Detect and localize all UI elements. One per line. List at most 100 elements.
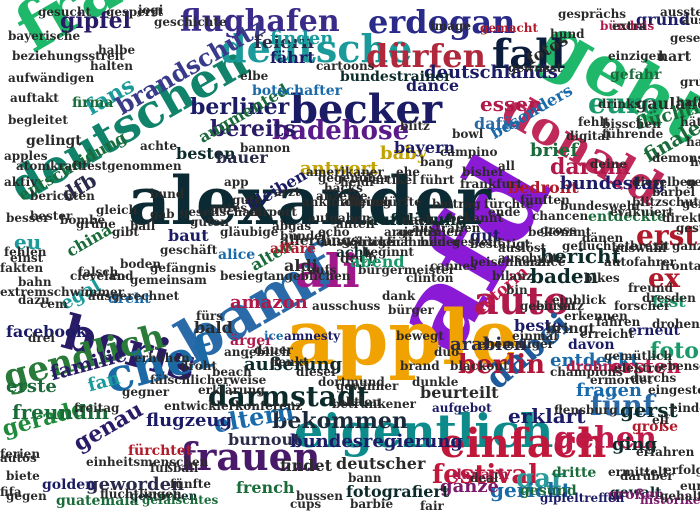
cloud-word: ehe: [396, 165, 420, 179]
cloud-word: heim: [690, 155, 700, 169]
cloud-word: duo: [434, 345, 460, 359]
cloud-word: extremschwimmer: [0, 285, 125, 299]
cloud-word: begleitet: [8, 113, 68, 127]
cloud-word: brand: [400, 359, 440, 373]
cloud-word: gegenüber: [318, 171, 390, 185]
cloud-word: ersten: [610, 354, 682, 378]
cloud-word: ebenso: [660, 359, 700, 373]
cloud-word: baden: [530, 264, 599, 288]
cloud-word: fünf: [590, 389, 655, 422]
cloud-word: bombe: [60, 213, 106, 227]
cloud-word: bundeswehr: [560, 199, 642, 213]
cloud-word: aufnahmen: [370, 235, 446, 249]
cloud-word: dürfte: [380, 195, 422, 209]
cloud-word: autofahrer: [604, 255, 676, 269]
cloud-word: hätten: [680, 115, 700, 129]
cloud-word: deutscher: [336, 454, 426, 473]
cloud-word: davon: [568, 337, 615, 353]
cloud-word: deutschlands: [424, 62, 558, 83]
cloud-word: affäre: [270, 241, 316, 257]
cloud-word: berliner: [190, 94, 290, 120]
cloud-word: aldi: [284, 256, 318, 275]
cloud-word: bann: [348, 471, 382, 485]
cloud-word: hart: [658, 49, 692, 65]
cloud-word: auschwitz: [498, 251, 565, 265]
cloud-word: hund: [550, 27, 585, 41]
cloud-word: elf: [652, 413, 670, 427]
cloud-word: fälschlicherweise: [150, 373, 267, 387]
cloud-word: führende: [602, 127, 664, 141]
cloud-word: bund: [150, 187, 185, 201]
cloud-word: gestorben: [130, 489, 198, 503]
cloud-word: ende: [488, 205, 521, 219]
cloud-word: bester: [30, 209, 73, 223]
cloud-word: gläubige: [220, 225, 279, 239]
cloud-word: deutsche: [220, 26, 413, 71]
cloud-word: flughafen: [180, 4, 340, 39]
cloud-word: fürchtet: [128, 443, 193, 459]
cloud-word: bündnis: [600, 19, 655, 33]
cloud-word: arzt: [274, 185, 301, 199]
cloud-word: dreht: [108, 291, 151, 307]
cloud-word: australien: [412, 221, 481, 235]
cloud-word: dritte: [552, 465, 597, 481]
cloud-word: erklärt: [508, 404, 586, 428]
cloud-word: einst: [10, 251, 44, 265]
cloud-word: haftbefehl: [676, 95, 700, 109]
cloud-word: drei: [28, 331, 55, 345]
cloud-word: frontal: [660, 259, 700, 273]
cloud-word: essen: [480, 92, 543, 116]
cloud-word: bekommen: [272, 408, 408, 434]
cloud-word: app: [224, 175, 249, 189]
cloud-word: becker: [290, 86, 443, 133]
cloud-word: gut: [470, 226, 501, 245]
cloud-word: dazu: [18, 293, 50, 307]
cloud-word: forscher: [614, 299, 671, 313]
cloud-word: droht: [180, 359, 217, 373]
cloud-word: dance: [406, 76, 460, 95]
cloud-word: blitzschutzzonen: [632, 195, 700, 209]
cloud-word: demonstrierer: [652, 151, 700, 165]
cloud-word: chance: [518, 255, 566, 269]
cloud-word: gehen: [554, 421, 657, 456]
cloud-word: gesellschaft: [180, 205, 261, 219]
cloud-word: extra: [612, 19, 647, 33]
cloud-word: gegen: [6, 489, 47, 503]
cloud-word: eu: [14, 230, 42, 254]
cloud-word: bekommt: [528, 225, 592, 239]
cloud-word: gemeinsam: [130, 273, 207, 287]
cloud-word: gemacht: [480, 21, 539, 35]
cloud-word: bilder: [420, 235, 460, 249]
cloud-word: botschafter: [252, 83, 343, 99]
cloud-word: bekannt: [448, 211, 504, 225]
cloud-word: geschafft: [686, 175, 700, 189]
cloud-word: blitz: [400, 119, 430, 133]
cloud-word: fünften: [520, 193, 570, 207]
cloud-word: gericht: [490, 478, 571, 502]
cloud-word: baut: [168, 226, 209, 245]
cloud-word: ausstellung: [660, 5, 700, 19]
cloud-word: ganz: [672, 239, 700, 253]
cloud-word: gefahr: [610, 67, 662, 83]
cloud-word: bussen: [296, 489, 343, 503]
cloud-word: bundesregierung: [290, 431, 463, 452]
cloud-word: all: [498, 159, 515, 173]
cloud-word: ausgerechnet: [88, 289, 180, 303]
cloud-word: fakten: [0, 261, 44, 275]
cloud-word: beach: [212, 365, 252, 379]
cloud-word: gegner: [122, 385, 170, 399]
cloud-word: doch: [340, 251, 378, 267]
cloud-word: gemütlich: [604, 349, 673, 363]
cloud-word: erhöhen: [134, 351, 190, 365]
cloud-word: drohen: [652, 317, 700, 331]
cloud-word: ali: [295, 244, 360, 298]
cloud-word: ankündigung: [302, 195, 392, 209]
cloud-word: erst: [636, 219, 698, 252]
cloud-word: flüchtlingen: [100, 487, 182, 501]
cloud-word: einsatz: [536, 299, 584, 313]
cloud-word: bericht: [540, 244, 621, 268]
cloud-word: bayerische: [8, 29, 81, 43]
cloud-word: dafür: [474, 114, 523, 133]
cloud-word: gesetz: [670, 31, 700, 45]
cloud-word: abgas: [272, 219, 312, 233]
